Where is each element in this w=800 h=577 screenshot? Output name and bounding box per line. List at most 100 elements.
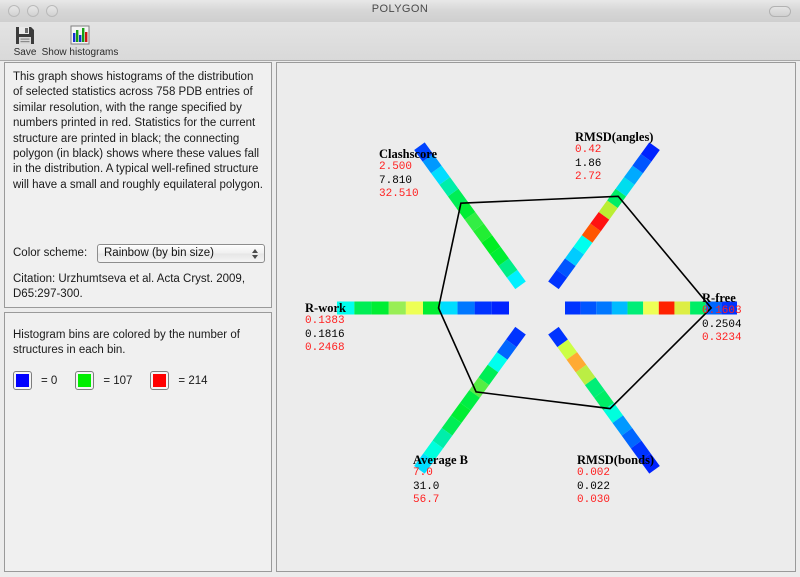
- histogram-bin: [615, 177, 635, 197]
- histogram-bin: [590, 211, 610, 232]
- polygon-graph-panel[interactable]: Clashscore 2.500 7.810 32.510 RMSD(angle…: [276, 62, 796, 572]
- histogram-bin: [457, 301, 475, 315]
- toolbar-toggle-button[interactable]: [769, 6, 791, 17]
- axis-max-clashscore: 32.510: [379, 188, 419, 200]
- histogram-bin: [405, 301, 423, 315]
- window-title: POLYGON: [371, 3, 429, 15]
- histogram-bin: [371, 301, 389, 315]
- histogram-bin: [624, 165, 643, 185]
- axis-name-r-work: R-work: [305, 301, 346, 315]
- legend-description: Histogram bins are colored by the number…: [13, 329, 240, 357]
- color-scheme-value: Rainbow (by bin size): [104, 247, 214, 259]
- histogram-bin: [354, 301, 372, 315]
- legend-key-blue: = 0: [13, 371, 75, 390]
- histogram-bin: [581, 223, 601, 243]
- histogram-bin: [487, 352, 508, 373]
- color-scheme-select[interactable]: Rainbow (by bin size): [97, 244, 265, 263]
- histogram-bin: [506, 269, 526, 290]
- minimize-button[interactable]: [27, 5, 39, 17]
- axis-max-average-b: 56.7: [413, 494, 440, 506]
- histogram-bin: [473, 223, 493, 243]
- histogram-bin: [450, 402, 471, 424]
- legend-swatch-blue: [13, 371, 32, 390]
- histogram-bin: [423, 301, 441, 315]
- histogram-bin: [565, 246, 584, 266]
- axis-current-r-work: 0.1816: [305, 328, 345, 341]
- window-controls: [8, 5, 58, 17]
- axis-current-rmsd-bonds: 0.022: [577, 480, 611, 493]
- histogram-bin: [474, 301, 492, 315]
- histogram-bin: [440, 301, 458, 315]
- histogram-bin: [611, 301, 628, 315]
- histogram-bin: [441, 415, 462, 436]
- histogram-bin: [640, 453, 660, 474]
- legend-keys: = 0 = 107 = 214: [13, 371, 226, 390]
- histogram-bin: [594, 390, 614, 411]
- histogram-bin: [548, 269, 568, 290]
- stepper-arrows-icon[interactable]: [248, 246, 261, 261]
- histogram-bin: [721, 301, 737, 315]
- axis-label-clashscore: Clashscore 2.500 7.810 32.510: [379, 147, 437, 202]
- axis-label-r-work: R-work 0.1383 0.1816 0.2468: [305, 301, 346, 356]
- histogram-bin: [432, 428, 453, 449]
- floppy-disk-icon: [3, 24, 47, 46]
- legend-key-green: = 107: [75, 371, 150, 390]
- axis-label-rmsd-angles: RMSD(angles) 0.42 1.86 2.72: [575, 130, 653, 185]
- histogram-bin: [607, 188, 627, 208]
- histogram-bin: [598, 200, 618, 220]
- axis-name-r-free: R-free: [702, 291, 736, 305]
- histogram-bin: [584, 377, 605, 398]
- axis-label-average-b: Average B 7.0 31.0 56.7: [413, 453, 468, 508]
- show-histograms-button[interactable]: Show histograms: [36, 24, 124, 58]
- histogram-bin: [596, 301, 612, 315]
- histogram-bin: [573, 235, 593, 255]
- histogram-bin: [640, 142, 660, 162]
- legend-value-blue: = 0: [41, 374, 58, 387]
- axis-min-r-work: 0.1383: [305, 315, 345, 327]
- histogram-bin: [674, 301, 691, 315]
- axis-name-rmsd-bonds: RMSD(bonds): [577, 453, 655, 467]
- histogram-bin: [498, 258, 518, 278]
- axis-current-r-free: 0.2504: [702, 318, 742, 331]
- axis-name-rmsd-angles: RMSD(angles): [575, 130, 654, 144]
- histogram-bin: [414, 453, 434, 474]
- polygon-chart: [337, 142, 737, 474]
- show-histograms-button-label: Show histograms: [41, 47, 119, 58]
- histogram-bin: [632, 153, 652, 174]
- histogram-bin: [705, 301, 722, 315]
- close-button[interactable]: [8, 5, 20, 17]
- histogram-bin: [506, 326, 526, 348]
- histogram-bin: [548, 326, 568, 348]
- bar-chart-icon: [36, 24, 124, 46]
- save-button[interactable]: Save: [3, 24, 47, 58]
- histogram-bin: [556, 258, 576, 278]
- legend-value-green: = 107: [103, 374, 133, 387]
- histogram-bin: [557, 339, 578, 360]
- histogram-bin: [469, 377, 490, 398]
- axis-min-rmsd-bonds: 0.002: [577, 467, 611, 479]
- save-button-label: Save: [13, 47, 37, 58]
- axis-current-rmsd-angles: 1.86: [575, 157, 602, 170]
- histogram-bin: [658, 301, 675, 315]
- histogram-bin: [414, 142, 434, 162]
- axis-current-clashscore: 7.810: [379, 174, 413, 187]
- histogram-bin: [490, 246, 509, 266]
- axis-min-rmsd-angles: 0.42: [575, 144, 602, 156]
- histogram-bin: [422, 153, 442, 174]
- citation-text: Citation: Urzhumtseva et al. Acta Cryst.…: [13, 273, 246, 301]
- histogram-bin: [337, 301, 355, 315]
- statistics-polygon: [437, 195, 713, 410]
- axis-current-average-b: 31.0: [413, 480, 440, 493]
- histogram-bin: [388, 301, 406, 315]
- histogram-bin: [431, 165, 450, 185]
- toolbar: Save Show histograms: [0, 22, 800, 61]
- histogram-bin: [565, 301, 581, 315]
- description-text: This graph shows histograms of the distr…: [13, 71, 263, 191]
- legend-swatch-green: [75, 371, 95, 390]
- legend-key-red: = 214: [150, 371, 225, 390]
- histogram-bin: [566, 352, 587, 373]
- legend-value-red: = 214: [178, 374, 208, 387]
- axis-max-r-work: 0.2468: [305, 342, 345, 354]
- axis-max-r-free: 0.3234: [702, 332, 742, 344]
- zoom-button[interactable]: [46, 5, 58, 17]
